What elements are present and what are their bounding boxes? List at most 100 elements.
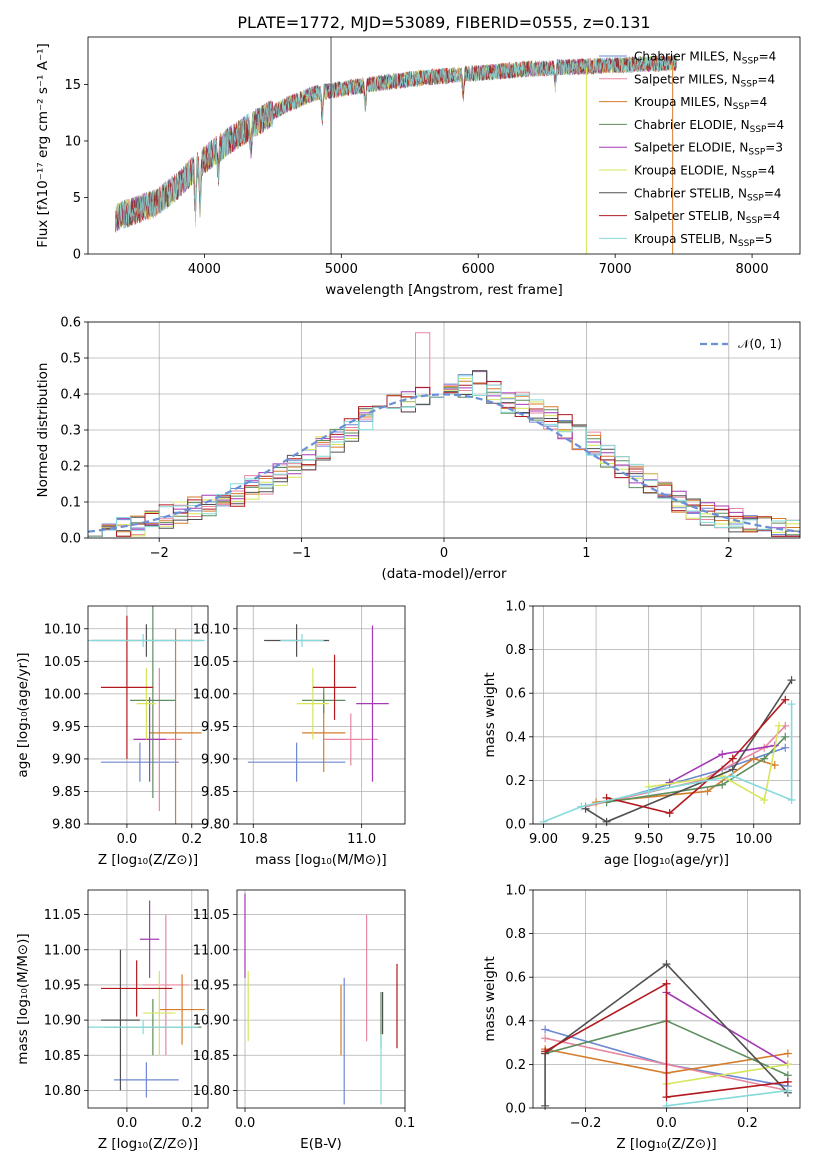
y-tick-label: 0.2 [505, 1058, 526, 1073]
y-tick-label: 10.80 [44, 1084, 81, 1099]
x-tick-label: −1 [292, 546, 311, 561]
spectrum-line [115, 55, 677, 233]
data-point [787, 700, 796, 709]
legend-label: Chabrier STELIB, NSSP=4 [634, 186, 782, 203]
axes-frame [532, 605, 801, 825]
mass-weight-line [585, 725, 786, 808]
x-tick-label: 0.0 [656, 1116, 677, 1131]
y-tick-label: 0.2 [60, 460, 81, 475]
y-tick-label: 0.4 [60, 388, 81, 403]
data-point [760, 754, 769, 763]
data-point [783, 1049, 792, 1058]
axes-frame [87, 36, 801, 255]
x-tick-label: 1 [582, 546, 590, 561]
spectrum-panel: 4000 5000 6000 7000 8000 0 5 10 15 wavelength [An… [35, 13, 801, 298]
data-point [760, 796, 769, 805]
mass-weight-panel: −0.2 0.0 0.2 0.0 0.2 0.4 0.6 0.8 1.0 Z [log₁₀(Z/Z… [482, 884, 801, 1152]
y-tick-label: 0.6 [505, 971, 526, 986]
y-tick-label: 10 [64, 134, 81, 149]
y-tick-label: 10.80 [193, 1084, 230, 1099]
errorbar-group [88, 606, 205, 824]
x-tick-label: 0.0 [235, 1116, 256, 1131]
data-point [787, 676, 796, 685]
data-point [728, 754, 737, 763]
x-tick-label: 9.00 [529, 832, 558, 847]
legend-label: Salpeter MILES, NSSP=4 [634, 72, 775, 89]
data-point [783, 1086, 792, 1095]
y-tick-label: 0.5 [60, 352, 81, 367]
mass-weight-line [648, 725, 780, 802]
y-tick-label: 10.85 [44, 1049, 81, 1064]
errorbar-panel: 10.8 11.0 9.80 9.85 9.90 9.95 10.00 10.05 10.10 m… [193, 605, 406, 868]
x-tick-label: 0.0 [117, 1116, 138, 1131]
mass-weight-line [544, 982, 789, 1099]
x-tick-label: 5000 [325, 262, 358, 277]
mass-weight-line [606, 699, 786, 814]
data-point [718, 750, 727, 759]
y-tick-label: 9.95 [201, 720, 230, 735]
legend-label: Chabrier ELODIE, NSSP=4 [634, 118, 784, 135]
errorbar-group [244, 893, 398, 1105]
data-point [781, 732, 790, 741]
y-tick-label: 0.4 [505, 730, 526, 745]
x-tick-label: 8000 [736, 262, 769, 277]
data-point [541, 1025, 550, 1034]
x-tick-label: 9.75 [687, 832, 716, 847]
residual-histogram-panel: −2 −1 0 1 2 0.0 0.1 0.2 0.3 0.4 0.5 0.6 (data-model)… [35, 316, 801, 582]
mass-weight-line [544, 963, 789, 1106]
data-point [541, 1101, 550, 1110]
y-tick-label: 11.00 [44, 943, 81, 958]
legend-label: Kroupa ELODIE, NSSP=4 [634, 164, 775, 181]
y-axis-label: age [log₁₀(age/yr)] [15, 652, 31, 777]
x-axis-label: Z [log₁₀(Z/Z⊙)] [98, 852, 198, 868]
legend-label: Salpeter ELODIE, NSSP=3 [634, 141, 783, 158]
data-point [787, 796, 796, 805]
normal-curve [87, 393, 801, 533]
x-tick-label: 10.8 [239, 832, 268, 847]
y-tick-label: 10.00 [44, 687, 81, 702]
data-point [662, 1093, 671, 1102]
y-tick-label: 10.90 [193, 1014, 230, 1029]
legend-label: Kroupa STELIB, NSSP=5 [634, 232, 772, 249]
legend-label: Chabrier MILES, NSSP=4 [634, 50, 776, 67]
x-tick-label: 0.2 [181, 1116, 202, 1131]
data-point [728, 772, 737, 781]
spectrum-line [115, 55, 677, 233]
x-tick-label: 0.1 [395, 1116, 416, 1131]
x-axis-label: (data-model)/error [381, 566, 507, 582]
y-tick-label: 10.85 [193, 1049, 230, 1064]
chart-title: PLATE=1772, MJD=53089, FIBERID=0555, z=0… [237, 13, 650, 32]
x-tick-label: 0.2 [737, 1116, 758, 1131]
y-tick-label: 10.90 [44, 1014, 81, 1029]
axes-frame [87, 605, 209, 825]
axes-frame [236, 889, 406, 1109]
mass-weight-line [666, 1089, 788, 1107]
y-tick-label: 10.00 [193, 687, 230, 702]
y-tick-label: 0.2 [505, 774, 526, 789]
y-tick-label: 1.0 [505, 600, 526, 615]
data-point [781, 695, 790, 704]
errorbar-panel: 0.0 0.2 9.80 9.85 9.90 9.95 10.00 10.05 10.10 Z [… [15, 605, 209, 868]
data-point [662, 979, 671, 988]
mass-weight-panel: 9.00 9.25 9.50 9.75 10.00 0.0 0.2 0.4 0.6 0.8 1.0 a… [482, 600, 801, 868]
errorbar-group [88, 900, 205, 1098]
errorbar-panel: 0.0 0.2 10.80 10.85 10.90 10.95 11.00 11.05 Z [l… [15, 889, 209, 1152]
y-tick-label: 9.95 [52, 720, 81, 735]
y-tick-label: 10.05 [44, 655, 81, 670]
mass-weight-line [543, 704, 793, 823]
y-tick-label: 0 [73, 248, 81, 263]
x-tick-label: 6000 [462, 262, 495, 277]
y-tick-label: 9.80 [201, 818, 230, 833]
x-tick-label: 0.0 [117, 832, 138, 847]
x-axis-label: Z [log₁₀(Z/Z⊙)] [98, 1136, 198, 1152]
y-tick-label: 9.90 [52, 752, 81, 767]
x-tick-label: 9.25 [582, 832, 611, 847]
x-tick-label: 9.50 [634, 832, 663, 847]
data-point [602, 817, 611, 826]
y-tick-label: 0.8 [505, 643, 526, 658]
y-tick-label: 10.10 [193, 622, 230, 637]
y-tick-label: 9.85 [52, 785, 81, 800]
y-tick-label: 11.05 [193, 908, 230, 923]
x-axis-label: age [log₁₀(age/yr)] [604, 852, 729, 868]
